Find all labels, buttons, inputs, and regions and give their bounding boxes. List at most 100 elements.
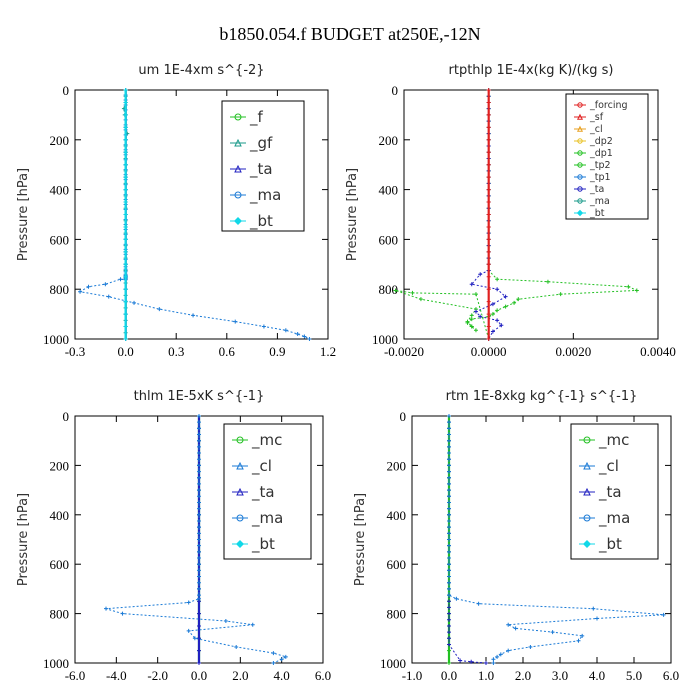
data-point [197, 549, 201, 554]
data-point [123, 112, 128, 117]
data-point [123, 324, 128, 329]
data-point [233, 319, 238, 324]
data-point [197, 593, 201, 598]
y-axis-label: Pressure [hPa] [16, 493, 31, 586]
data-point [503, 304, 508, 309]
data-point [447, 543, 451, 548]
y-tick-label: 1000 [43, 332, 69, 347]
plot-frame [74, 89, 329, 340]
data-point [197, 648, 201, 653]
panel-title: rtpthlp 1E-4x(kg K)/(kg s) [449, 63, 614, 78]
data-point [486, 312, 491, 317]
chart-panel-1: um 1E-4xm s^{-2} Pressure [hPa] 0 200 400 600… [16, 63, 336, 359]
legend-label: _tp2 [589, 160, 611, 171]
y-tick-label: 200 [50, 133, 70, 148]
data-point [595, 616, 599, 621]
data-point [580, 633, 585, 638]
data-point [123, 88, 128, 92]
legend-label: _f [249, 108, 264, 127]
data-point [498, 652, 503, 657]
data-point [78, 289, 83, 294]
legend-marker [234, 138, 242, 147]
y-tick-label: 600 [50, 557, 70, 572]
legend-marker [234, 191, 242, 199]
data-point [307, 337, 312, 341]
data-point [495, 277, 500, 282]
x-tick-label: 2.0 [515, 668, 531, 683]
data-point [499, 323, 504, 328]
legend-marker [577, 162, 583, 168]
data-point [197, 432, 201, 437]
x-tick-label: 0.0000 [471, 344, 507, 359]
data-point [447, 518, 451, 523]
legend-label: _ta [249, 160, 273, 179]
data-point [186, 600, 191, 605]
data-point [550, 630, 555, 635]
data-point [197, 568, 201, 573]
data-point [447, 636, 451, 641]
data-point [528, 644, 533, 649]
data-point [484, 661, 488, 665]
data-point [271, 661, 276, 665]
legend-label: _dp1 [589, 148, 613, 159]
legend-marker [576, 125, 584, 132]
data-point [447, 506, 451, 511]
x-tick-label: -1.0 [402, 668, 423, 683]
data-point [120, 611, 125, 616]
data-point [197, 580, 201, 585]
data-point [478, 272, 483, 277]
x-tick-label: -2.0 [147, 668, 168, 683]
data-point [393, 288, 398, 293]
data-point [197, 506, 201, 511]
data-point [495, 287, 500, 292]
x-tick-label: 0.9 [269, 344, 285, 359]
plot-frame [411, 415, 672, 664]
legend-label: _dp2 [589, 136, 613, 147]
x-tick-label: 0.0 [117, 344, 133, 359]
data-point [283, 328, 288, 333]
data-point [191, 313, 196, 318]
data-point [495, 318, 500, 323]
data-point [447, 661, 451, 665]
y-axis-label: Pressure [hPa] [345, 168, 360, 261]
data-point [447, 568, 451, 573]
legend-label: _bt [598, 535, 622, 554]
y-tick-label: 1000 [43, 656, 69, 671]
legend-label: _bt [589, 208, 605, 219]
data-point [458, 658, 463, 663]
data-point [132, 300, 137, 305]
data-point [486, 249, 491, 254]
data-point [197, 661, 201, 665]
data-point [469, 313, 474, 318]
data-point [197, 574, 201, 579]
data-point [486, 324, 491, 329]
data-point [447, 580, 451, 585]
data-point [157, 307, 162, 312]
data-point [123, 137, 128, 142]
legend-marker [236, 514, 244, 522]
data-point [634, 288, 639, 293]
legend-label: _ma [598, 509, 630, 528]
data-point [123, 299, 128, 304]
data-point [447, 611, 451, 616]
data-point [486, 112, 491, 117]
data-point [123, 287, 128, 292]
data-point [447, 648, 451, 653]
data-point [447, 494, 451, 499]
data-point [512, 300, 517, 305]
data-point [626, 284, 631, 289]
data-point [495, 654, 500, 659]
panel-title: um 1E-4xm s^{-2} [138, 63, 264, 78]
data-point [506, 648, 511, 653]
x-tick-label: -4.0 [106, 668, 127, 683]
data-point [469, 282, 474, 287]
legend-label: _ta [251, 483, 275, 502]
data-point [197, 494, 201, 499]
data-point [661, 612, 666, 617]
legend-marker [234, 113, 242, 121]
x-tick-label: 0.0040 [640, 344, 676, 359]
data-point [447, 512, 451, 517]
data-point [447, 469, 451, 474]
legend-marker [583, 540, 591, 548]
